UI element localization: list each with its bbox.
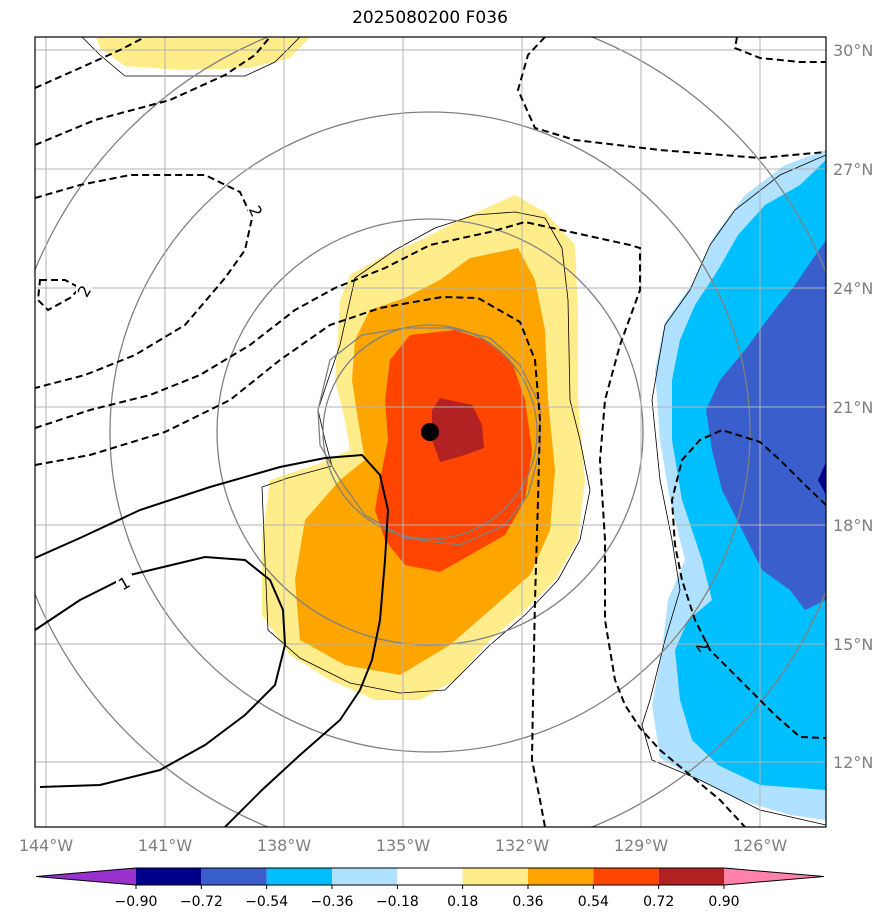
shade-top-yellow: [96, 37, 310, 70]
lat-label: 15°N: [833, 635, 873, 654]
colorbar-tick-label: 0.72: [643, 894, 674, 910]
latitude-labels: 30°N 27°N 24°N 21°N 18°N 15°N 12°N: [833, 41, 873, 772]
colorbar-tick-label: −0.54: [245, 894, 288, 910]
lat-label: 21°N: [833, 398, 873, 417]
colorbar-tick-label: −0.36: [311, 894, 354, 910]
colorbar-segment: [266, 868, 332, 885]
lat-label: 24°N: [833, 279, 873, 298]
colorbar-extend-high: [724, 868, 824, 885]
colorbar-segment: [462, 868, 528, 885]
colorbar-segment: [332, 868, 398, 885]
gridlines: [35, 37, 826, 827]
shade-neg-054: [706, 240, 826, 610]
lon-label: 138°W: [257, 836, 312, 855]
colorbar-tick-label: −0.18: [376, 894, 419, 910]
colorbar-segment: [658, 868, 724, 885]
colorbar: −0.90 −0.72 −0.54 −0.36 −0.18 0.18 0.36 0.54 0.7…: [35, 867, 825, 910]
storm-center-dot: [421, 423, 439, 441]
colorbar-tick-label: −0.72: [180, 894, 223, 910]
lon-label: 144°W: [19, 836, 74, 855]
colorbar-segment: [201, 868, 267, 885]
colorbar-segment: [136, 868, 202, 885]
lat-label: 12°N: [833, 753, 873, 772]
longitude-labels: 144°W 141°W 138°W 135°W 132°W 129°W 126°…: [19, 836, 788, 855]
plot-border: [34, 36, 827, 828]
lon-label: 132°W: [495, 836, 550, 855]
colorbar-segment: [528, 868, 594, 885]
dashed-contours: [35, 37, 826, 827]
colorbar-segment: [593, 868, 659, 885]
plot-area: 2 2 1 2: [35, 37, 826, 827]
solid-contours: [35, 453, 390, 827]
lon-label: 126°W: [733, 836, 788, 855]
colorbar-segment: [397, 868, 463, 885]
lat-label: 30°N: [833, 41, 873, 60]
lon-label: 135°W: [376, 836, 431, 855]
colorbar-extend-low: [36, 868, 136, 885]
shade-neg-072: [818, 462, 826, 495]
colorbar-tick-label: 0.18: [447, 894, 478, 910]
colorbar-tick-label: 0.90: [708, 894, 739, 910]
shade-pos-090: [432, 398, 484, 462]
colorbar-tick-label: 0.54: [578, 894, 609, 910]
colorbar-tick-label: 0.36: [512, 894, 543, 910]
lon-label: 129°W: [614, 836, 669, 855]
lat-label: 27°N: [833, 160, 873, 179]
lat-label: 18°N: [833, 516, 873, 535]
lon-label: 141°W: [138, 836, 193, 855]
map-title: 2025080200 F036: [352, 8, 508, 28]
colorbar-tick-label: −0.90: [115, 894, 158, 910]
